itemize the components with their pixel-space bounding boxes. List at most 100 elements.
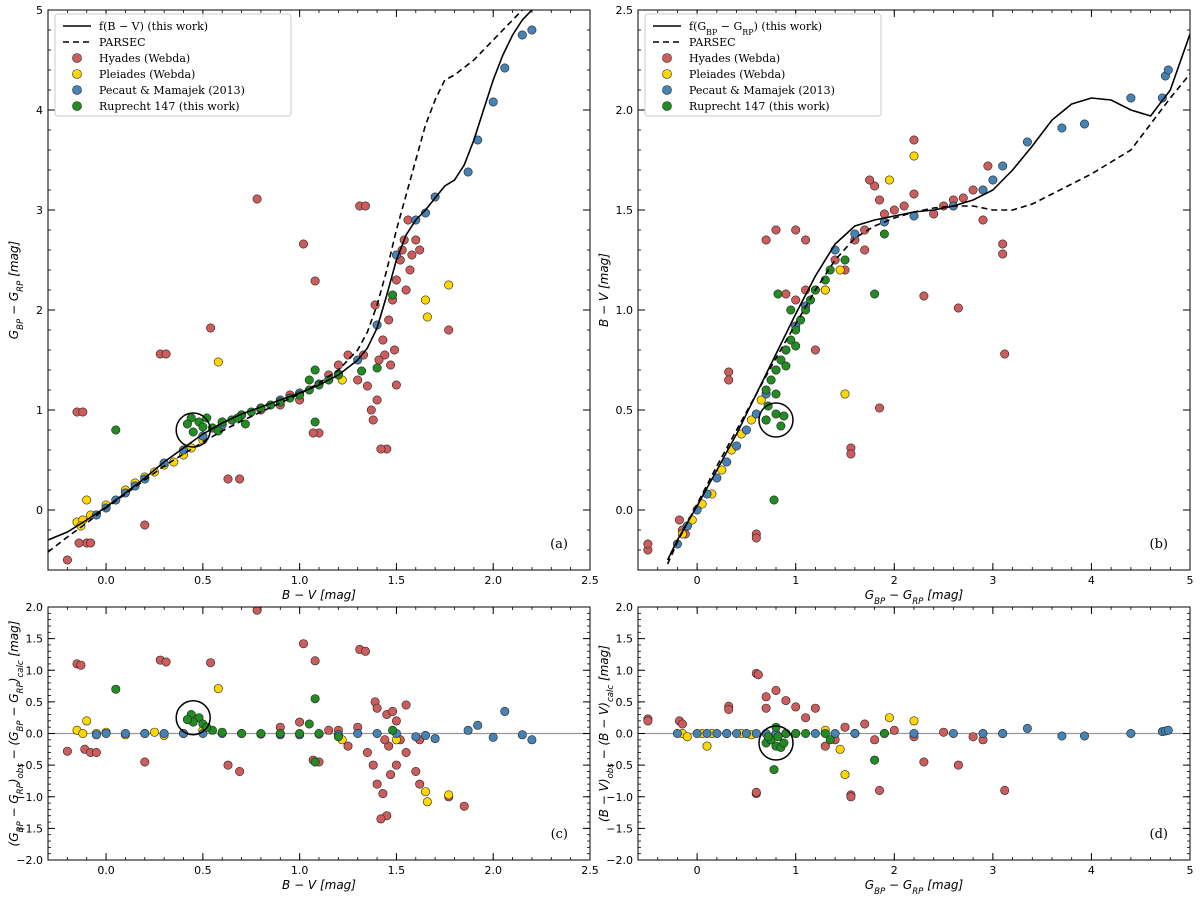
x-tick-label: 1.5 [388, 574, 406, 587]
data-point [1000, 349, 1010, 359]
series-ruprecht-147-this-work- [761, 229, 889, 505]
data-point [422, 312, 432, 322]
data-point [500, 706, 510, 716]
data-point [1126, 93, 1136, 103]
data-point [712, 728, 722, 738]
y-axis-label: (GBP − GRP)obs − (GBP − GRP)calc [mag] [7, 620, 26, 846]
fit-curve [48, 10, 534, 541]
data-point [517, 30, 527, 40]
data-point [401, 285, 411, 295]
data-point [310, 694, 320, 704]
data-point [820, 285, 830, 295]
data-point [1126, 728, 1136, 738]
x-tick-label: 2.5 [581, 574, 599, 587]
panel-b: 0 1 2 3 4 5 0.0 0.5 1.0 1.5 2.0 2.5 GBP − GRP [mag] B… [597, 4, 1194, 607]
data-point [411, 766, 421, 776]
x-tick-label: 2.5 [581, 864, 599, 877]
data-point [386, 770, 396, 780]
data-point [256, 728, 266, 738]
data-point [702, 728, 712, 738]
data-point [372, 363, 382, 373]
y-tick-label: 1.5 [616, 204, 634, 217]
data-point [82, 495, 92, 505]
panel-label: (c) [551, 827, 568, 842]
series-hyades-webda- [643, 135, 1010, 555]
data-point [1080, 119, 1090, 129]
data-point [405, 265, 415, 275]
data-point [850, 229, 860, 239]
data-point [776, 355, 786, 365]
legend-entry-label: Hyades (Webda) [99, 52, 190, 65]
data-point [372, 728, 382, 738]
data-point [444, 325, 454, 335]
data-point [333, 360, 343, 370]
data-point [840, 389, 850, 399]
highlight-circle [758, 402, 794, 438]
y-tick-label: 2.0 [616, 601, 634, 614]
data-point [771, 365, 781, 375]
data-point [870, 735, 880, 745]
data-point [360, 646, 370, 656]
data-point [362, 747, 372, 757]
data-point [1080, 731, 1090, 741]
data-point [840, 770, 850, 780]
panel-label: (b) [1150, 537, 1168, 552]
y-axis-label: GBP − GRP [mag] [7, 240, 26, 339]
series-pecaut-mamajek-2013- [91, 706, 537, 745]
data-point [781, 728, 791, 738]
data-point [310, 365, 320, 375]
legend: f(GBP − GRP) (this work)PARSEC Hyades (We… [644, 13, 882, 117]
data-point [74, 538, 84, 548]
data-point [988, 175, 998, 185]
parsec-curve [48, 10, 523, 553]
y-tick-label: −2.0 [16, 854, 43, 867]
data-point [860, 719, 870, 729]
data-point [846, 792, 856, 802]
data-point [223, 474, 233, 484]
data-point [161, 657, 171, 667]
x-axis-label: GBP − GRP [mag] [865, 878, 964, 897]
x-tick-label: 0.0 [97, 574, 115, 587]
data-point [761, 415, 771, 425]
data-point [386, 360, 396, 370]
series-pecaut-mamajek-2013- [672, 65, 1173, 549]
x-tick-label: 3 [989, 864, 996, 877]
x-tick-label: 5 [1187, 574, 1194, 587]
y-tick-label: 1 [36, 404, 43, 417]
legend-entry-label: Ruprecht 147 (this work) [689, 100, 830, 113]
data-point [919, 291, 929, 301]
data-point [213, 684, 223, 694]
data-point [388, 706, 398, 716]
data-point [237, 728, 247, 738]
data-point [372, 703, 382, 713]
data-point [463, 167, 473, 177]
data-point [722, 457, 732, 467]
data-point [422, 797, 432, 807]
data-point [310, 757, 320, 767]
data-point [791, 225, 801, 235]
data-point [958, 193, 968, 203]
data-point [769, 495, 779, 505]
data-point [401, 747, 411, 757]
data-point [333, 732, 343, 742]
data-point [403, 215, 413, 225]
x-tick-label: 4 [1088, 574, 1095, 587]
series-ruprecht-147-this-work- [111, 684, 398, 767]
data-point [1157, 93, 1167, 103]
data-point [820, 728, 830, 738]
data-point [376, 444, 386, 454]
y-tick-label: 0.5 [616, 404, 634, 417]
data-point [353, 728, 363, 738]
x-tick-label: 1.0 [291, 864, 309, 877]
data-point [874, 195, 884, 205]
data-point [791, 295, 801, 305]
data-point [779, 411, 789, 421]
legend-entry-label: f(B − V) (this work) [99, 20, 208, 33]
data-point [751, 728, 761, 738]
data-point [223, 760, 233, 770]
highlight-circle [175, 412, 211, 448]
data-point [978, 728, 988, 738]
data-point [672, 728, 682, 738]
y-tick-label: −1.5 [606, 822, 633, 835]
data-point [1022, 137, 1032, 147]
